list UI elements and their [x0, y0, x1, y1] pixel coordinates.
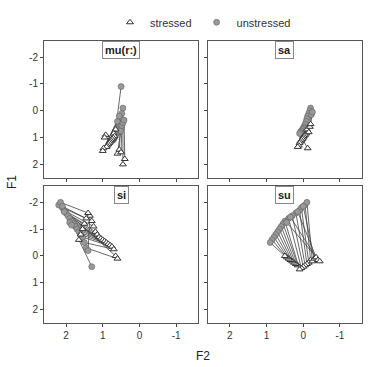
- svg-text:stressed: stressed: [150, 17, 192, 29]
- svg-text:0: 0: [300, 330, 306, 341]
- svg-text:-1: -1: [29, 78, 38, 89]
- svg-text:-1: -1: [336, 330, 345, 341]
- svg-text:1: 1: [264, 330, 270, 341]
- svg-text:0: 0: [32, 250, 38, 261]
- svg-text:0: 0: [32, 105, 38, 116]
- svg-text:2: 2: [32, 159, 38, 170]
- svg-text:-2: -2: [29, 197, 38, 208]
- svg-text:0: 0: [137, 330, 143, 341]
- svg-text:1: 1: [32, 277, 38, 288]
- svg-text:unstressed: unstressed: [237, 17, 291, 29]
- svg-text:si: si: [117, 189, 126, 201]
- svg-text:-2: -2: [29, 52, 38, 63]
- svg-text:-1: -1: [172, 330, 181, 341]
- svg-text:-1: -1: [29, 224, 38, 235]
- svg-text:1: 1: [100, 330, 106, 341]
- svg-text:F1: F1: [5, 175, 19, 189]
- svg-text:2: 2: [63, 330, 69, 341]
- svg-text:1: 1: [32, 132, 38, 143]
- svg-text:sa: sa: [278, 44, 291, 56]
- svg-text:2: 2: [227, 330, 233, 341]
- svg-text:2: 2: [32, 304, 38, 315]
- svg-text:su: su: [278, 189, 291, 201]
- svg-text:mu(r:): mu(r:): [105, 44, 137, 56]
- svg-text:F2: F2: [196, 349, 210, 363]
